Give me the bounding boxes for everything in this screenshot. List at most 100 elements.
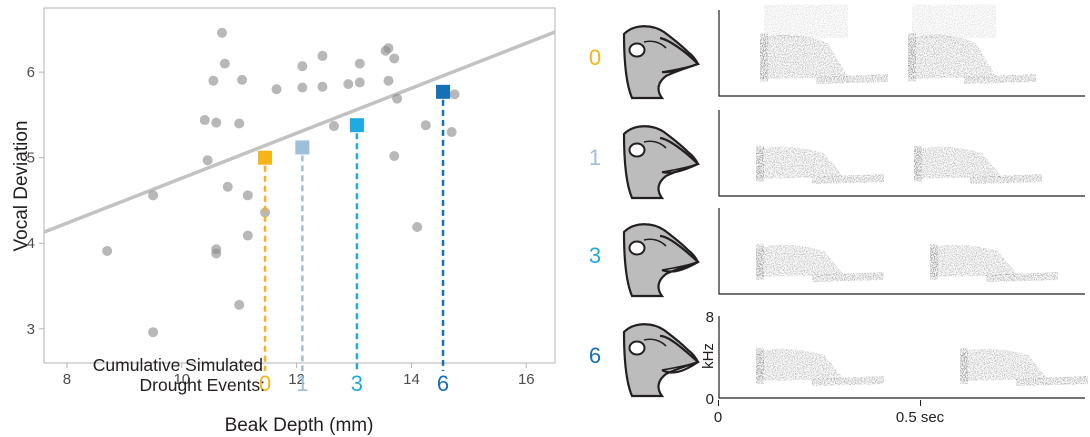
data-point (148, 190, 159, 201)
sonogram-onset (914, 145, 922, 182)
data-point (354, 77, 365, 88)
x-axis-label: Beak Depth (mm) (225, 415, 374, 436)
sonogram-haze (912, 4, 996, 39)
data-point (260, 207, 271, 218)
trend-line (43, 30, 556, 234)
annotation-line-1: Cumulative Simulated (93, 355, 263, 375)
x-axis-ticks: 8 10 12 14 16 (63, 363, 535, 388)
simulated-marker (436, 84, 451, 99)
data-point (389, 150, 400, 161)
data-point (242, 230, 253, 241)
data-point (148, 327, 159, 338)
row-drought-label: 0 (589, 45, 601, 70)
sonogram-onset (756, 145, 764, 182)
sonogram-syllable (756, 244, 844, 277)
data-point (234, 299, 245, 310)
data-point (211, 248, 222, 259)
data-point (208, 75, 219, 86)
sonogram-syllable (914, 146, 1002, 179)
x-tick-label: 12 (288, 371, 305, 388)
time-tick-half: 0.5 sec (896, 409, 945, 426)
y-tick-label: 5 (27, 150, 35, 167)
y-tick-label: 6 (27, 64, 35, 81)
data-point (446, 127, 457, 138)
sonogram-syllable (756, 146, 844, 179)
sonogram-row: 0 (589, 4, 1085, 100)
data-points (102, 27, 460, 338)
row-drought-label: 3 (589, 243, 601, 268)
sonogram-row: 1 (589, 110, 1085, 200)
sonogram-syllable (760, 34, 848, 79)
data-point (343, 79, 354, 90)
data-point (317, 81, 328, 92)
x-tick-label: 8 (63, 371, 71, 388)
x-tick-label: 14 (403, 371, 420, 388)
data-point (271, 84, 282, 95)
drought-count-label: 1 (296, 371, 308, 396)
simulated-marker (295, 140, 310, 155)
data-point (328, 121, 339, 132)
data-point (389, 53, 400, 64)
row-drought-label: 1 (589, 145, 601, 170)
simulated-marker (349, 118, 364, 133)
data-point (216, 27, 227, 38)
sonogram-onset (756, 243, 764, 280)
data-point (383, 43, 394, 54)
data-point (354, 58, 365, 69)
sonogram-onset (756, 347, 764, 384)
sonogram-syllable (960, 348, 1048, 381)
data-point (242, 190, 253, 201)
sonogram-syllable (930, 244, 1018, 277)
data-point (317, 50, 328, 61)
drought-count-label: 6 (437, 371, 449, 396)
finch-head-icon (622, 223, 700, 298)
annotation-line-2: Drought Events: (140, 375, 265, 395)
sonogram-onset (960, 347, 968, 384)
data-point (297, 82, 308, 93)
sonogram-row: 6 (589, 316, 1088, 399)
data-point (102, 245, 113, 256)
data-point (222, 181, 233, 192)
sonogram-axes (718, 110, 1085, 197)
y-tick-label: 4 (27, 235, 35, 252)
data-point (392, 93, 403, 104)
sonogram-syllable (756, 348, 844, 381)
x-tick-label: 10 (173, 371, 190, 388)
sonogram-onset (930, 243, 938, 280)
y-axis-ticks: 3 4 5 6 (27, 64, 44, 338)
data-point (412, 221, 423, 232)
finch-head-icon (622, 323, 700, 398)
y-axis-label: Vocal Deviation (11, 121, 32, 252)
x-tick-label: 16 (518, 371, 535, 388)
data-point (383, 75, 394, 86)
finch-head-icon (622, 25, 701, 100)
data-point (297, 61, 308, 72)
sonogram-haze (764, 4, 848, 39)
khz-tick-bottom: 0 (706, 391, 714, 408)
data-point (211, 117, 222, 128)
y-tick-label: 3 (27, 321, 35, 338)
khz-tick-top: 8 (706, 309, 714, 326)
time-tick-zero: 0 (714, 409, 722, 426)
data-point (237, 74, 248, 85)
data-point (420, 120, 431, 131)
data-point (449, 89, 460, 100)
sonogram-onset (908, 33, 916, 82)
finch-head-icon (622, 125, 700, 200)
data-point (199, 115, 210, 126)
simulated-marker (258, 150, 273, 165)
sonogram-onset (760, 33, 768, 82)
data-point (202, 155, 213, 166)
drought-count-label: 3 (351, 371, 363, 396)
data-point (219, 58, 230, 69)
drought-count-label: 0 (259, 371, 271, 396)
sonogram-row: 3 (589, 208, 1085, 298)
sonogram-axes (718, 10, 1085, 97)
sonogram-panel: 0 1 3 6 kHz 8 0 0 0.5 sec (589, 4, 1088, 426)
sonogram-axes (718, 316, 1085, 399)
khz-axis-label: kHz (700, 343, 717, 369)
data-point (234, 118, 245, 129)
sonogram-axes (718, 208, 1085, 295)
row-drought-label: 6 (589, 343, 601, 368)
